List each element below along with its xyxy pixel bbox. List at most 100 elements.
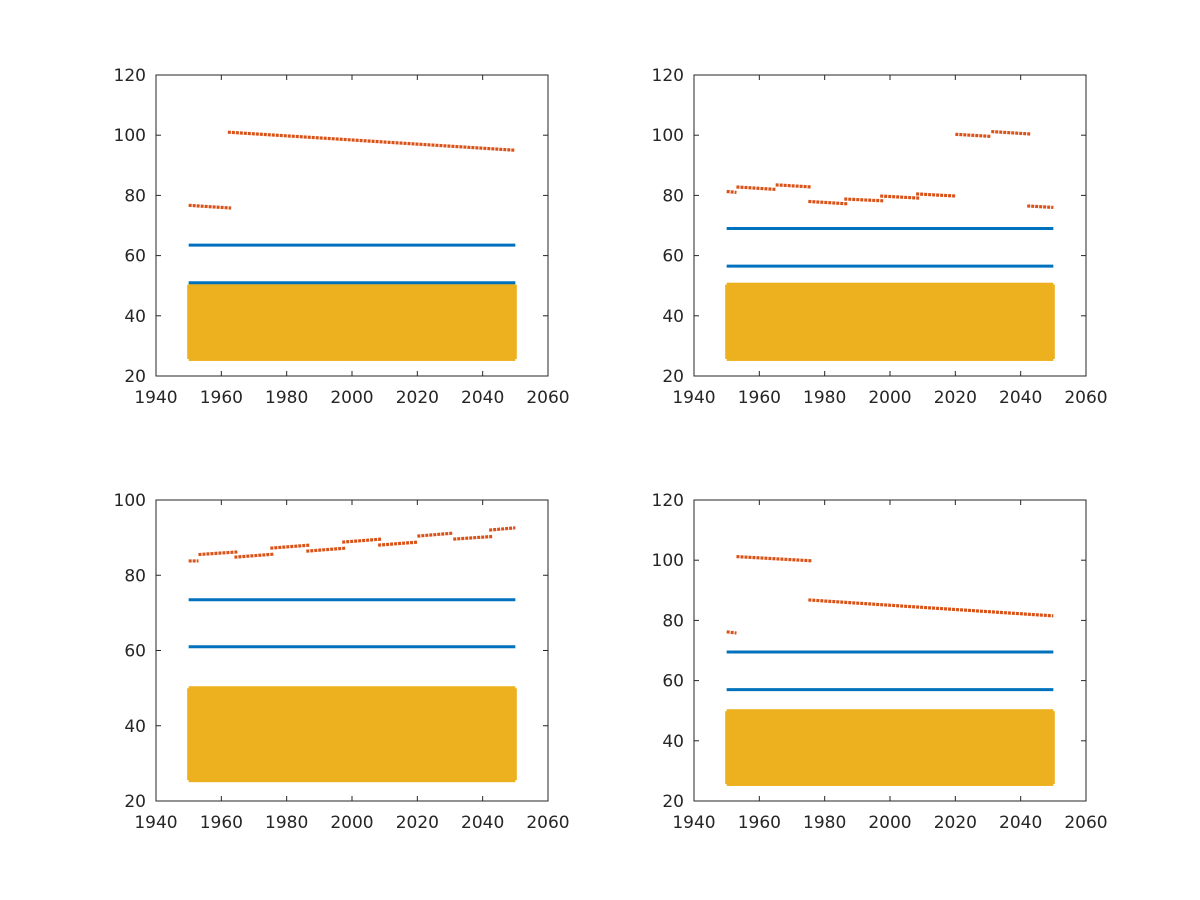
x-tick-label: 2040: [999, 388, 1042, 408]
segment-0: [726, 630, 737, 635]
y-tick-label: 20: [124, 792, 146, 812]
band-edge-right: [513, 284, 517, 359]
x-tick-label: 2000: [330, 388, 373, 408]
y-tick-label: 40: [124, 717, 146, 737]
y-tick-label: 120: [652, 491, 684, 511]
x-tick-label: 1940: [134, 388, 177, 408]
subplot-top-right: 1940 1960 1980 2000 2020 2040 2060204060801001…: [652, 66, 1108, 408]
y-tick-label: 60: [124, 642, 146, 662]
segment-1: [736, 554, 812, 563]
x-tick-label: 2000: [868, 388, 911, 408]
series-segments: [726, 554, 1054, 635]
x-tick-label: 2040: [999, 813, 1042, 833]
y-tick-label: 80: [124, 566, 146, 586]
segment-2: [775, 183, 812, 189]
segment-1: [736, 185, 776, 191]
segment-1: [198, 550, 238, 557]
segment-0: [188, 203, 232, 210]
series-segments: [188, 526, 516, 563]
x-tick-label: 1960: [738, 813, 781, 833]
segment-2: [234, 552, 274, 559]
x-tick-label: 2000: [330, 813, 373, 833]
y-tick-label: 20: [662, 792, 684, 812]
band-edge-left: [725, 711, 729, 784]
x-tick-label: 2000: [868, 813, 911, 833]
segment-7: [417, 531, 454, 538]
subplot-bottom-right: 1940 1960 1980 2000 2020 2040 2060204060801001…: [652, 491, 1108, 833]
band-edge-left: [725, 284, 729, 359]
subplot-top-left: 1940 1960 1980 2000 2020 2040 2060204060801001…: [114, 66, 570, 408]
series-band: [187, 282, 517, 361]
segment-9: [1027, 204, 1054, 210]
y-tick-label: 80: [662, 186, 684, 206]
x-tick-label: 1940: [672, 388, 715, 408]
segment-8: [991, 129, 1031, 136]
x-tick-label: 1960: [738, 388, 781, 408]
y-tick-label: 80: [662, 611, 684, 631]
x-tick-label: 2060: [1064, 388, 1107, 408]
y-tick-label: 60: [662, 247, 684, 267]
y-tick-label: 20: [124, 367, 146, 387]
x-tick-label: 1960: [200, 388, 243, 408]
segment-1: [227, 130, 516, 152]
y-tick-label: 40: [662, 307, 684, 327]
segment-9: [489, 526, 516, 532]
x-tick-label: 2060: [1064, 813, 1107, 833]
x-tick-label: 1980: [265, 813, 308, 833]
y-tick-label: 20: [662, 367, 684, 387]
x-tick-label: 2040: [461, 813, 504, 833]
y-tick-label: 60: [124, 247, 146, 267]
band-edge-left: [187, 284, 191, 359]
band-fill: [726, 709, 1054, 786]
x-tick-label: 1940: [672, 813, 715, 833]
x-tick-label: 1980: [803, 388, 846, 408]
y-tick-label: 40: [662, 732, 684, 752]
band-edge-right: [1051, 284, 1055, 359]
band-fill: [188, 686, 516, 783]
series-band: [725, 709, 1055, 786]
x-tick-label: 2020: [934, 388, 977, 408]
y-tick-label: 120: [652, 66, 684, 86]
band-edge-left: [187, 688, 191, 781]
x-tick-label: 2020: [396, 388, 439, 408]
series-segments: [726, 129, 1054, 210]
band-edge-right: [513, 688, 517, 781]
series-segments: [188, 130, 516, 210]
y-tick-label: 40: [124, 307, 146, 327]
x-tick-label: 2060: [526, 813, 569, 833]
x-tick-label: 2020: [396, 813, 439, 833]
segment-4: [844, 197, 884, 203]
y-tick-label: 80: [124, 186, 146, 206]
y-tick-label: 100: [652, 126, 684, 146]
segment-0: [726, 189, 737, 194]
x-tick-label: 1980: [803, 813, 846, 833]
series-band: [725, 282, 1055, 361]
y-tick-label: 60: [662, 672, 684, 692]
y-tick-label: 100: [114, 491, 146, 511]
segment-5: [880, 194, 920, 200]
segment-6: [916, 192, 956, 198]
x-tick-label: 1980: [265, 388, 308, 408]
y-tick-label: 100: [652, 551, 684, 571]
band-fill: [188, 282, 516, 361]
segment-4: [306, 546, 346, 553]
segment-7: [955, 132, 992, 139]
segment-3: [270, 543, 310, 550]
segment-8: [453, 534, 493, 541]
segment-6: [378, 540, 418, 547]
segment-3: [808, 199, 848, 206]
x-tick-label: 2020: [934, 813, 977, 833]
x-tick-label: 2040: [461, 388, 504, 408]
band-fill: [726, 282, 1054, 361]
series-band: [187, 686, 517, 783]
y-tick-label: 100: [114, 126, 146, 146]
segment-5: [342, 537, 382, 544]
band-edge-right: [1051, 711, 1055, 784]
segment-2: [808, 598, 1054, 618]
x-tick-label: 2060: [526, 388, 569, 408]
x-tick-label: 1960: [200, 813, 243, 833]
x-tick-label: 1940: [134, 813, 177, 833]
y-tick-label: 120: [114, 66, 146, 86]
